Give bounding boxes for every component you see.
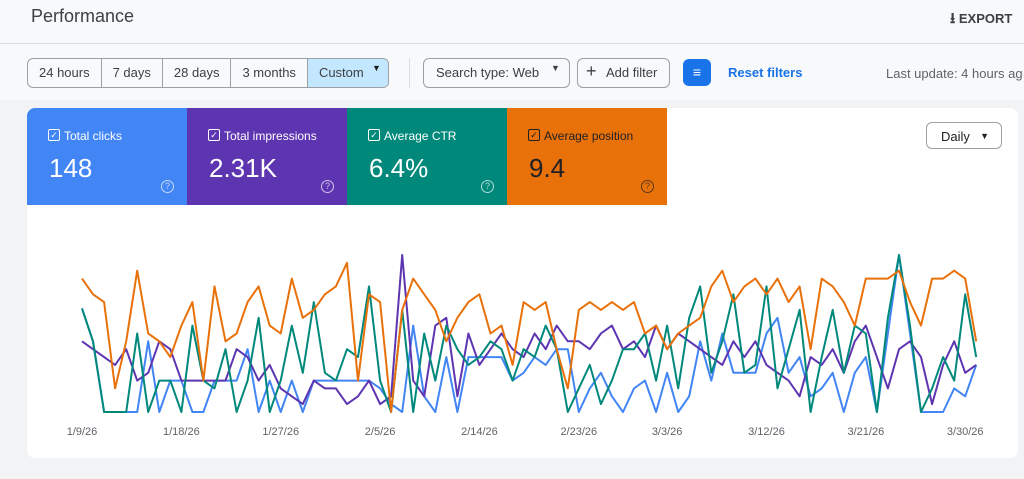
chart: 1/9/26 1/18/26 1/27/26 2/5/26 2/14/26 2/23/26… xyxy=(67,254,984,438)
divider xyxy=(0,43,1024,44)
x-tick-label: 3/12/26 xyxy=(748,426,785,438)
range-tab[interactable]: 7 days xyxy=(102,59,163,87)
chart-card: ✓ Total clicks 148? ✓ Total impressions 2.31… xyxy=(27,108,1018,458)
metric-value: 6.4% xyxy=(369,153,429,183)
series-line xyxy=(81,254,978,413)
series-line xyxy=(81,261,978,413)
add-filter-button[interactable]: Add filter xyxy=(577,58,671,88)
metric-value: 2.31K xyxy=(209,153,277,183)
granularity-select[interactable]: Daily ▼ xyxy=(926,122,1002,149)
range-tab[interactable]: 24 hours xyxy=(28,59,102,87)
page-title: Performance xyxy=(31,6,135,26)
x-tick-label: 2/14/26 xyxy=(461,426,498,438)
x-tick-label: 3/3/26 xyxy=(652,426,683,438)
top-bar xyxy=(0,0,1024,100)
date-range-tabs: 24 hours 7 days 28 days 3 months Custom xyxy=(27,58,389,88)
metric-label: Total impressions xyxy=(224,129,317,143)
range-tab[interactable]: 28 days xyxy=(163,59,232,87)
checkbox: ✓ xyxy=(528,129,540,141)
last-update: Last update: 4 hours ag xyxy=(886,66,1023,81)
filter-icon-button[interactable]: ≡ xyxy=(683,59,711,86)
checkbox: ✓ xyxy=(48,129,60,141)
help-icon: ? xyxy=(161,180,174,193)
dropdown-arrow: ▼ xyxy=(551,63,560,73)
x-tick-label: 1/27/26 xyxy=(262,426,299,438)
range-tab[interactable]: 3 months xyxy=(231,59,308,87)
metric-card[interactable]: ✓ Total impressions 2.31K? xyxy=(187,108,347,205)
x-tick-label: 1/18/26 xyxy=(163,426,200,438)
checkbox: ✓ xyxy=(208,129,220,141)
series-line xyxy=(81,254,978,413)
metric-label: Average CTR xyxy=(384,129,457,143)
export-label: EXPORT xyxy=(958,11,1013,26)
help-icon: ? xyxy=(641,180,654,193)
range-tab[interactable]: Custom xyxy=(307,59,388,87)
x-tick-label: 2/5/26 xyxy=(365,426,396,438)
metric-value: 148 xyxy=(49,153,93,183)
metric-card[interactable]: ✓ Total clicks 148? xyxy=(27,108,187,205)
metric-card[interactable]: ✓ Average position 9.4? xyxy=(507,108,667,205)
metric-card[interactable]: ✓ Average CTR 6.4%? xyxy=(347,108,507,205)
x-tick-label: 2/23/26 xyxy=(560,426,597,438)
help-icon: ? xyxy=(321,180,334,193)
metric-label: Total clicks xyxy=(64,129,123,143)
x-tick-label: 3/21/26 xyxy=(847,426,884,438)
metric-value: 9.4 xyxy=(529,153,566,183)
search-type-button[interactable]: Search type: Web xyxy=(423,58,571,88)
export-button[interactable]: ⭳ EXPORT xyxy=(950,10,1013,27)
help-icon: ? xyxy=(481,180,494,193)
x-tick-label: 3/30/26 xyxy=(947,426,984,438)
metric-label: Average position xyxy=(544,129,634,143)
granularity-label: Daily xyxy=(941,129,970,144)
x-tick-label: 1/9/26 xyxy=(67,426,98,438)
checkbox: ✓ xyxy=(368,129,380,141)
reset-filters-link[interactable]: Reset filters xyxy=(728,65,803,80)
plus-icon: + xyxy=(586,61,597,81)
dropdown-arrow: ▼ xyxy=(372,63,381,73)
separator xyxy=(409,58,410,88)
series-line xyxy=(81,254,977,406)
